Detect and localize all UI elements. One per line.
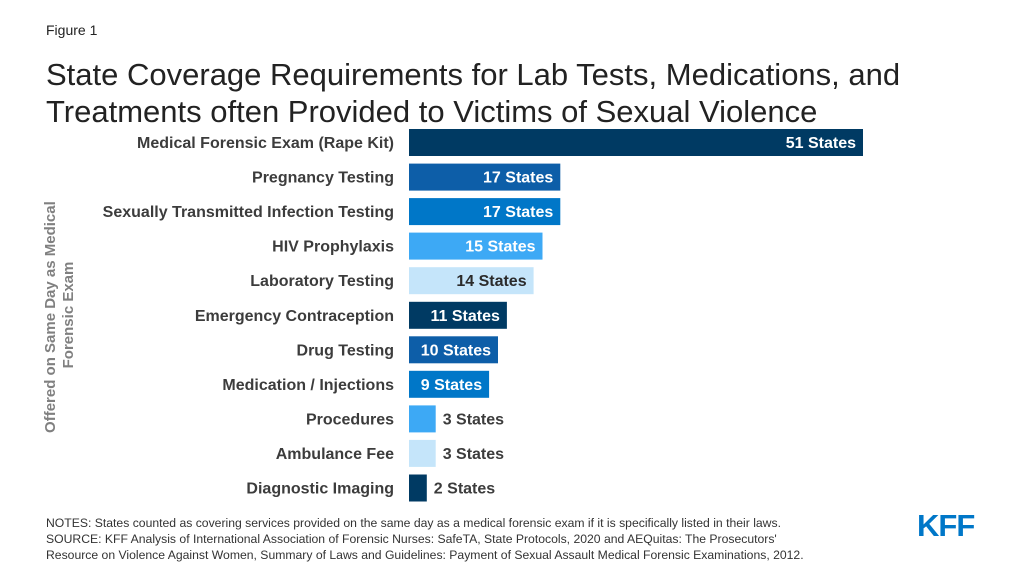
bar (409, 370, 490, 398)
data-label: 3 States (443, 446, 504, 463)
bars-group: Medical Forensic Exam (Rape Kit) 51 State… (103, 129, 863, 502)
notes-text: NOTES: States counted as covering servic… (46, 516, 781, 530)
bar (409, 232, 543, 260)
chart-title: State Coverage Requirements for Lab Test… (46, 57, 901, 129)
bar (409, 336, 498, 364)
notes-block: NOTES: States counted as covering servic… (46, 515, 804, 563)
bar-chart: Offered on Same Day as Medical Forensic … (42, 129, 863, 502)
data-label: 15 States (465, 239, 535, 256)
category-label: HIV Prophylaxis (272, 239, 394, 256)
y-axis-label-line-1: Offered on Same Day as Medical (42, 201, 59, 433)
data-label: 9 States (421, 377, 482, 394)
bar (409, 474, 427, 502)
source-text-line-2: Resource on Violence Against Women, Summ… (46, 548, 804, 562)
kff-logo: KFF (917, 508, 975, 543)
data-label: 11 States (431, 308, 500, 325)
bar (409, 129, 863, 156)
bar (409, 163, 561, 191)
y-axis-label-line-2: Forensic Exam (60, 262, 77, 369)
category-label: Procedures (306, 411, 394, 428)
bar (409, 439, 436, 467)
data-label: 14 States (456, 273, 526, 290)
data-label: 2 States (434, 481, 495, 498)
data-label: 17 States (483, 170, 553, 187)
data-label: 10 States (421, 342, 491, 359)
category-label: Laboratory Testing (250, 273, 394, 290)
bar (409, 198, 561, 226)
data-label: 17 States (483, 204, 553, 221)
category-label: Pregnancy Testing (252, 170, 394, 187)
category-label: Medication / Injections (222, 377, 394, 394)
bar (409, 405, 436, 433)
data-label: 51 States (786, 135, 856, 152)
bar (409, 267, 534, 295)
data-label: 3 States (443, 411, 504, 428)
figure-label: Figure 1 (46, 22, 98, 38)
category-label: Medical Forensic Exam (Rape Kit) (137, 135, 394, 152)
bar (409, 301, 507, 329)
category-label: Ambulance Fee (276, 446, 394, 463)
category-label: Drug Testing (297, 342, 394, 359)
source-text-line-1: SOURCE: KFF Analysis of International As… (46, 532, 777, 546)
category-label: Diagnostic Imaging (246, 481, 394, 498)
category-label: Emergency Contraception (195, 308, 394, 325)
category-label: Sexually Transmitted Infection Testing (103, 204, 394, 221)
y-axis-label: Offered on Same Day as Medical Forensic … (42, 197, 77, 433)
